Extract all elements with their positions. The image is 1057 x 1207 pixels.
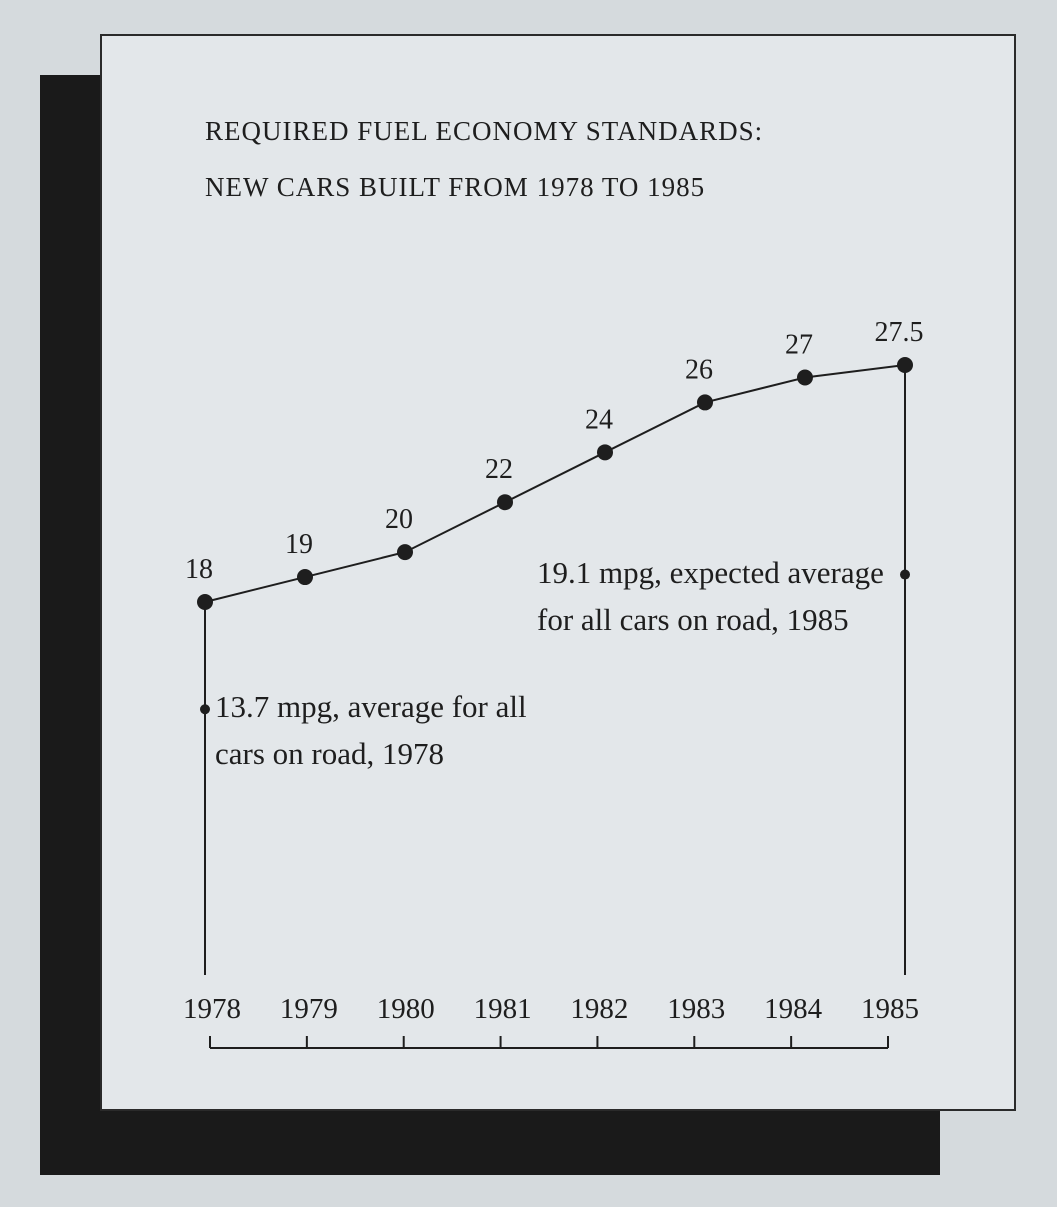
chart-subtitle: NEW CARS BUILT FROM 1978 TO 1985 bbox=[205, 172, 705, 202]
value-label: 19 bbox=[285, 529, 313, 560]
x-tick-label: 1985 bbox=[861, 993, 919, 1025]
line bbox=[204, 364, 906, 603]
x-tick-label: 1978 bbox=[183, 993, 241, 1025]
point bbox=[697, 394, 713, 411]
value-label: 20 bbox=[385, 504, 413, 535]
value-label: 24 bbox=[585, 404, 613, 435]
point bbox=[297, 569, 313, 586]
point bbox=[597, 444, 613, 461]
x-tick-label: 1982 bbox=[570, 993, 628, 1025]
annotation-point bbox=[200, 704, 210, 715]
x-tick-label: 1979 bbox=[280, 993, 338, 1025]
value-label: 18 bbox=[185, 554, 213, 585]
point bbox=[397, 544, 413, 561]
annotation: 19.1 mpg, expected average for all cars … bbox=[537, 554, 884, 637]
annotation-text: 13.7 mpg, average for all cars on road, … bbox=[215, 689, 527, 772]
value-label: 27.5 bbox=[875, 317, 924, 348]
chart-title: REQUIRED FUEL ECONOMY STANDARDS: bbox=[205, 116, 763, 146]
x-tick-label: 1981 bbox=[474, 993, 532, 1025]
value-label: 26 bbox=[685, 354, 713, 385]
x-tick-label: 1983 bbox=[667, 993, 725, 1025]
point bbox=[797, 369, 813, 386]
card bbox=[100, 34, 1016, 1111]
value-label: 27 bbox=[785, 329, 813, 360]
point bbox=[897, 357, 913, 373]
value-label: 22 bbox=[485, 454, 513, 485]
x-tick-label: 1984 bbox=[764, 993, 823, 1025]
annotation: 13.7 mpg, average for all cars on road, … bbox=[215, 689, 527, 772]
point bbox=[497, 494, 513, 511]
x-tick-label: 1980 bbox=[377, 993, 435, 1025]
annotation-text: 19.1 mpg, expected average for all cars … bbox=[537, 554, 884, 637]
annotation-point bbox=[900, 569, 910, 580]
point bbox=[197, 594, 213, 610]
